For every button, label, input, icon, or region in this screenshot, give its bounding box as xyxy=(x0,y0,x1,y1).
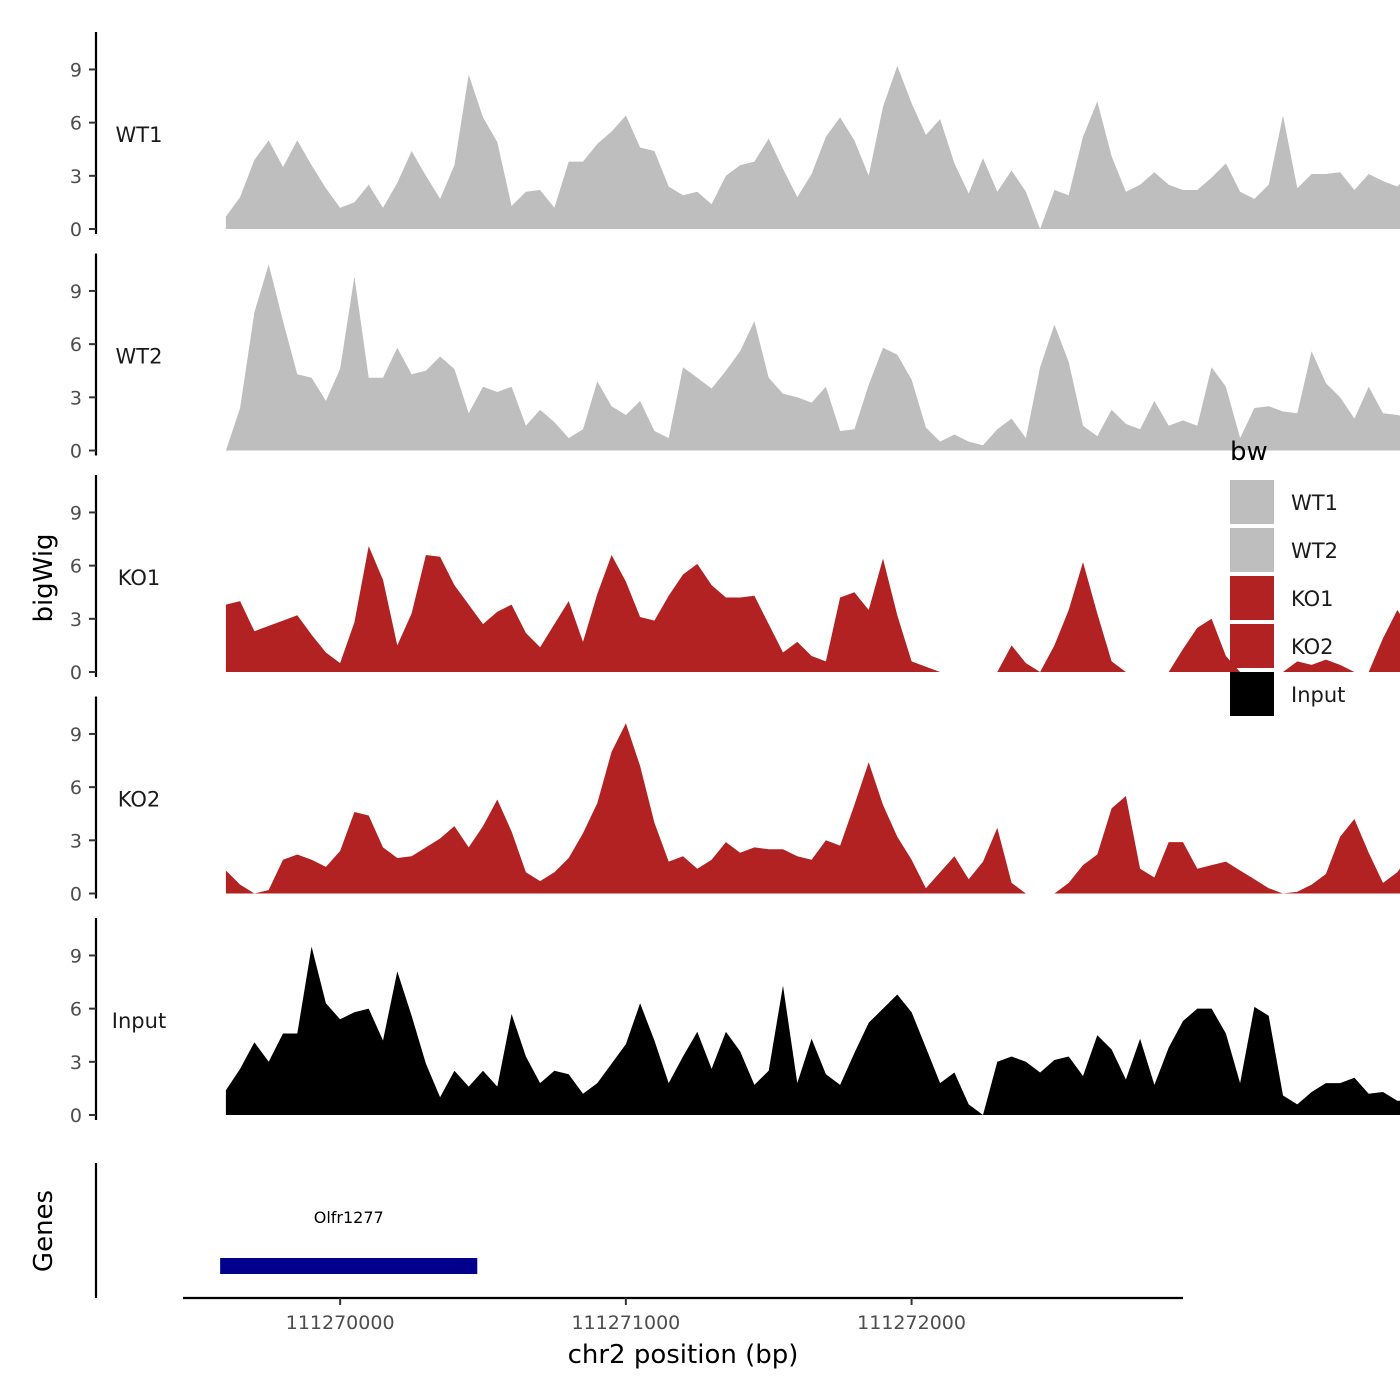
coverage-area-ko1 xyxy=(225,546,1400,672)
legend-swatch-wt1 xyxy=(1230,480,1274,524)
y-tick-label: 0 xyxy=(70,884,82,906)
track-label: WT1 xyxy=(116,123,163,147)
track-label: Input xyxy=(112,1009,166,1033)
y-tick-label: 0 xyxy=(70,441,82,463)
coverage-area-ko2 xyxy=(225,723,1400,894)
legend-title: bw xyxy=(1230,437,1268,467)
y-tick-label: 0 xyxy=(70,662,82,684)
track-label: KO2 xyxy=(118,788,161,812)
x-tick-label: 111271000 xyxy=(571,1312,680,1334)
y-tick-label: 6 xyxy=(70,777,82,799)
genes-panel: Genes Olfr1277 xyxy=(29,1163,478,1298)
track-wt2: 0 3 6 9 WT2 xyxy=(70,253,1400,463)
track-ko2: 0 3 6 9 KO2 xyxy=(70,696,1400,906)
x-axis-title: chr2 position (bp) xyxy=(568,1340,799,1370)
y-tick-label: 6 xyxy=(70,113,82,135)
y-tick-label: 6 xyxy=(70,556,82,578)
track-wt1: 0 3 6 9 WT1 xyxy=(70,32,1400,241)
legend-swatch-ko2 xyxy=(1230,624,1274,668)
gene-feature-olfr1277 xyxy=(220,1258,478,1274)
x-tick-label: 111272000 xyxy=(857,1312,966,1334)
y-tick-label: 0 xyxy=(70,219,82,241)
y-tick-label: 9 xyxy=(70,281,82,303)
y-tick-label: 3 xyxy=(70,830,82,852)
legend-swatch-input xyxy=(1230,672,1274,716)
y-tick-label: 9 xyxy=(70,59,82,81)
y-tick-label: 6 xyxy=(70,334,82,356)
y-tick-label: 9 xyxy=(70,502,82,524)
x-axis: 111270000 111271000 111272000 xyxy=(183,1296,1183,1334)
y-tick-label: 3 xyxy=(70,1052,82,1074)
coverage-area-input xyxy=(225,946,1400,1115)
y-tick-label: 3 xyxy=(70,166,82,188)
track-input: 0 3 6 9 Input xyxy=(70,918,1400,1127)
legend-label-ko2: KO2 xyxy=(1291,635,1334,659)
y-tick-label: 6 xyxy=(70,999,82,1021)
legend-label-input: Input xyxy=(1291,683,1345,707)
y-tick-label: 3 xyxy=(70,609,82,631)
legend-label-wt2: WT2 xyxy=(1291,539,1338,563)
legend-label-wt1: WT1 xyxy=(1291,491,1338,515)
y-tick-label: 0 xyxy=(70,1105,82,1127)
coverage-tracks: 0 3 6 9 WT1 0 3 6 9 WT2 0 3 6 9 KO1 0 3 6 9 KO2 0 3 6 9 Input xyxy=(70,32,1400,1127)
track-label: WT2 xyxy=(116,345,163,369)
y-tick-label: 9 xyxy=(70,945,82,967)
coverage-area-wt2 xyxy=(225,264,1400,451)
legend-label-ko1: KO1 xyxy=(1291,587,1334,611)
track-label: KO1 xyxy=(118,566,161,590)
y-tick-label: 3 xyxy=(70,387,82,409)
gene-label: Olfr1277 xyxy=(314,1208,384,1227)
legend-swatch-wt2 xyxy=(1230,528,1274,572)
coverage-area-wt1 xyxy=(225,65,1400,229)
y-tick-label: 9 xyxy=(70,724,82,746)
legend-swatch-ko1 xyxy=(1230,576,1274,620)
genes-panel-title: Genes xyxy=(29,1190,59,1272)
x-tick-label: 111270000 xyxy=(286,1312,395,1334)
legend: bw WT1 WT2 KO1 KO2 Input xyxy=(1230,437,1345,716)
y-axis-title: bigWig xyxy=(29,533,59,622)
track-ko1: 0 3 6 9 KO1 xyxy=(70,475,1400,684)
